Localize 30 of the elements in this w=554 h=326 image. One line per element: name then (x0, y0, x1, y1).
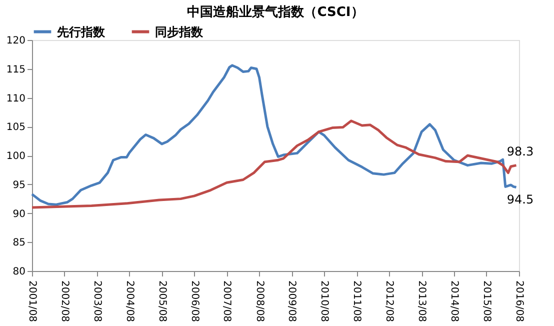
x-tick-label: 2002/08 (58, 280, 70, 322)
legend-label: 先行指数 (56, 24, 106, 39)
x-tick-label: 2011/08 (351, 280, 362, 322)
y-tick-label: 85 (12, 238, 26, 249)
x-tick-label: 2015/08 (480, 280, 492, 322)
y-tick-label: 110 (6, 93, 26, 104)
x-tick-label: 2005/08 (156, 280, 168, 322)
y-tick-label: 80 (12, 266, 26, 278)
data-label: 98.3 (506, 144, 534, 158)
x-tick-label: 2006/08 (188, 280, 200, 322)
x-tick-label: 2009/08 (286, 280, 298, 322)
y-tick-label: 100 (6, 151, 26, 162)
x-tick-label: 2012/08 (384, 280, 395, 322)
y-tick-label: 95 (12, 180, 26, 191)
y-tick-label: 115 (6, 64, 26, 76)
x-tick-label: 2004/08 (124, 280, 135, 322)
x-tick-label: 2001/08 (26, 280, 38, 322)
x-tick-label: 2008/08 (254, 280, 265, 322)
data-label: 94.5 (506, 192, 534, 206)
y-tick-label: 105 (6, 122, 26, 134)
x-tick-label: 2014/08 (448, 280, 460, 322)
x-tick-label: 2010/08 (318, 280, 330, 322)
x-tick-label: 2013/08 (416, 280, 428, 322)
legend-label: 同步指数 (155, 24, 204, 39)
x-tick-label: 2007/08 (221, 280, 232, 322)
x-tick-label: 2003/08 (91, 280, 102, 322)
x-tick-label: 2016/08 (514, 280, 524, 322)
y-tick-label: 90 (12, 208, 26, 220)
y-tick-label: 120 (6, 36, 26, 46)
chart-title: 中国造船业景气指数（CSCI） (187, 5, 364, 20)
